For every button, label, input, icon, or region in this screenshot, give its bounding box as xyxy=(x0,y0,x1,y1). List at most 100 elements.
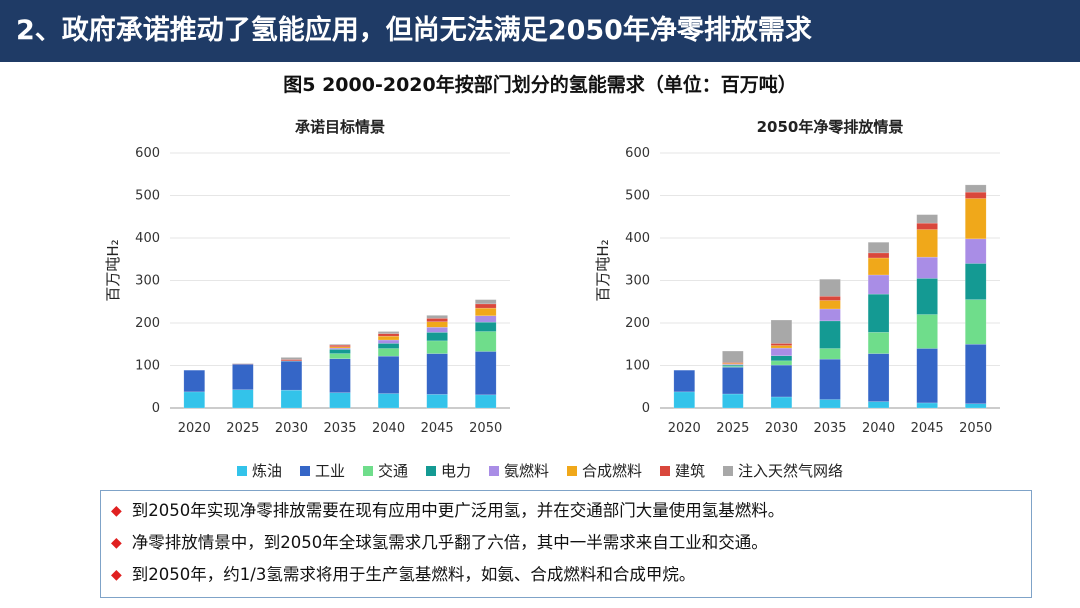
bar-segment xyxy=(280,357,303,360)
legend-item-synfuel: 合成燃料 xyxy=(567,460,642,481)
y-tick-label: 200 xyxy=(135,316,160,331)
bar-segment xyxy=(475,315,497,323)
legend-item-refining: 炼油 xyxy=(236,460,282,481)
legend-item-power: 电力 xyxy=(425,460,471,481)
y-tick-label: 100 xyxy=(135,359,160,374)
x-tick-label: 2030 xyxy=(765,421,798,436)
legend-label: 建筑 xyxy=(675,462,706,480)
bar-segment xyxy=(965,238,987,264)
bar-segment xyxy=(475,307,497,317)
key-point: ◆ 到2050年，约1/3氢需求将用于生产氢基燃料，如氨、合成燃料和合成甲烷。 xyxy=(111,559,1021,591)
bar-segment xyxy=(770,347,793,356)
bar-segment xyxy=(965,191,987,199)
legend-label: 电力 xyxy=(440,462,471,480)
bar-segment xyxy=(770,364,793,398)
key-point-text: 到2050年，约1/3氢需求将用于生产氢基燃料，如氨、合成燃料和合成甲烷。 xyxy=(131,565,696,584)
legend-swatch xyxy=(567,465,578,476)
slide-title: 2、政府承诺推动了氢能应用，但尚无法满足2050年净零排放需求 xyxy=(16,15,812,46)
y-tick-label: 0 xyxy=(642,401,650,416)
bar-segment xyxy=(426,394,448,409)
bar-segment xyxy=(280,361,303,391)
bar-segment xyxy=(475,331,497,352)
bar-segment xyxy=(819,295,841,301)
bar-segment xyxy=(867,332,890,354)
bar-segment xyxy=(426,353,448,395)
key-point: ◆ 到2050年实现净零排放需要在现有应用中更广泛用氢，并在交通部门大量使用氢基… xyxy=(111,495,1021,527)
x-tick-label: 2035 xyxy=(813,421,846,436)
legend-label: 工业 xyxy=(314,462,345,480)
chart-legend: 炼油 工业 交通 电力 氨燃料 合成燃料 建筑 注入天然气网络 xyxy=(0,460,1080,481)
bar-segment xyxy=(475,303,497,309)
bar-segment xyxy=(475,394,497,409)
key-points-box: ◆ 到2050年实现净零排放需要在现有应用中更广泛用氢，并在交通部门大量使用氢基… xyxy=(100,490,1032,598)
x-tick-label: 2035 xyxy=(323,421,356,436)
legend-item-industry: 工业 xyxy=(299,460,345,481)
bar-segment xyxy=(867,242,890,254)
bar-segment xyxy=(819,308,841,322)
legend-label: 交通 xyxy=(377,462,408,480)
bar-segment xyxy=(377,333,400,337)
bar-segment xyxy=(475,351,497,396)
bar-segment xyxy=(916,229,938,258)
bar-segment xyxy=(377,339,400,344)
figure-title: 图5 2000-2020年按部门划分的氢能需求（单位：百万吨） xyxy=(283,74,797,96)
y-tick-label: 100 xyxy=(625,359,650,374)
legend-swatch xyxy=(723,465,734,476)
bar-segment xyxy=(916,256,938,279)
bar-segment xyxy=(965,184,987,193)
bar-segment xyxy=(916,314,938,349)
bar-segment xyxy=(867,401,890,409)
bar-segment xyxy=(819,358,841,400)
bar-segment xyxy=(426,332,448,342)
diamond-bullet-icon: ◆ xyxy=(111,535,122,551)
bar-segment xyxy=(722,350,744,363)
legend-swatch xyxy=(489,465,499,476)
y-tick-label: 400 xyxy=(625,231,650,246)
bar-segment xyxy=(867,293,890,333)
y-axis-label: 百万吨H₂ xyxy=(594,239,612,301)
bar-segment xyxy=(475,299,497,305)
legend-swatch xyxy=(362,465,373,476)
bar-segment xyxy=(475,321,497,332)
legend-item-transport: 交通 xyxy=(362,460,408,481)
bar-segment xyxy=(819,348,841,360)
chart-title: 承诺目标情景 xyxy=(295,118,385,136)
x-tick-label: 2045 xyxy=(911,421,944,436)
bar-segment xyxy=(183,391,205,409)
bar-segment xyxy=(965,263,987,300)
bar-segment xyxy=(377,335,400,341)
x-tick-label: 2025 xyxy=(716,421,749,436)
bar-segment xyxy=(770,355,793,362)
key-point-text: 净零排放情景中，到2050年全球氢需求几乎翻了六倍，其中一半需求来自工业和交通。 xyxy=(131,533,768,552)
legend-swatch xyxy=(425,465,436,476)
bar-segment xyxy=(916,222,938,230)
x-tick-label: 2040 xyxy=(862,421,895,436)
bar-segment xyxy=(329,353,351,359)
bar-segment xyxy=(426,315,448,319)
bar-segment xyxy=(377,331,400,334)
bar-segment xyxy=(819,300,841,310)
bar-segment xyxy=(867,274,890,295)
legend-swatch xyxy=(660,465,671,476)
y-tick-label: 500 xyxy=(625,189,650,204)
bar-segment xyxy=(916,402,938,409)
bar-segment xyxy=(770,396,793,409)
y-tick-label: 300 xyxy=(625,274,650,289)
legend-item-ammonia: 氨燃料 xyxy=(489,460,549,481)
x-tick-label: 2030 xyxy=(275,421,308,436)
bar-segment xyxy=(329,344,351,348)
bar-segment xyxy=(426,340,448,354)
bar-segment xyxy=(377,393,400,409)
bar-segment xyxy=(867,252,890,259)
slide-header: 2、政府承诺推动了氢能应用，但尚无法满足2050年净零排放需求 xyxy=(0,0,1080,62)
diamond-bullet-icon: ◆ xyxy=(111,503,122,519)
bar-segment xyxy=(965,344,987,404)
bar-segment xyxy=(916,214,938,224)
bar-segment xyxy=(426,318,448,322)
y-tick-label: 600 xyxy=(625,146,650,161)
bar-segment xyxy=(867,257,890,276)
bar-segment xyxy=(329,392,351,409)
x-tick-label: 2020 xyxy=(668,421,701,436)
bar-segment xyxy=(329,349,351,354)
